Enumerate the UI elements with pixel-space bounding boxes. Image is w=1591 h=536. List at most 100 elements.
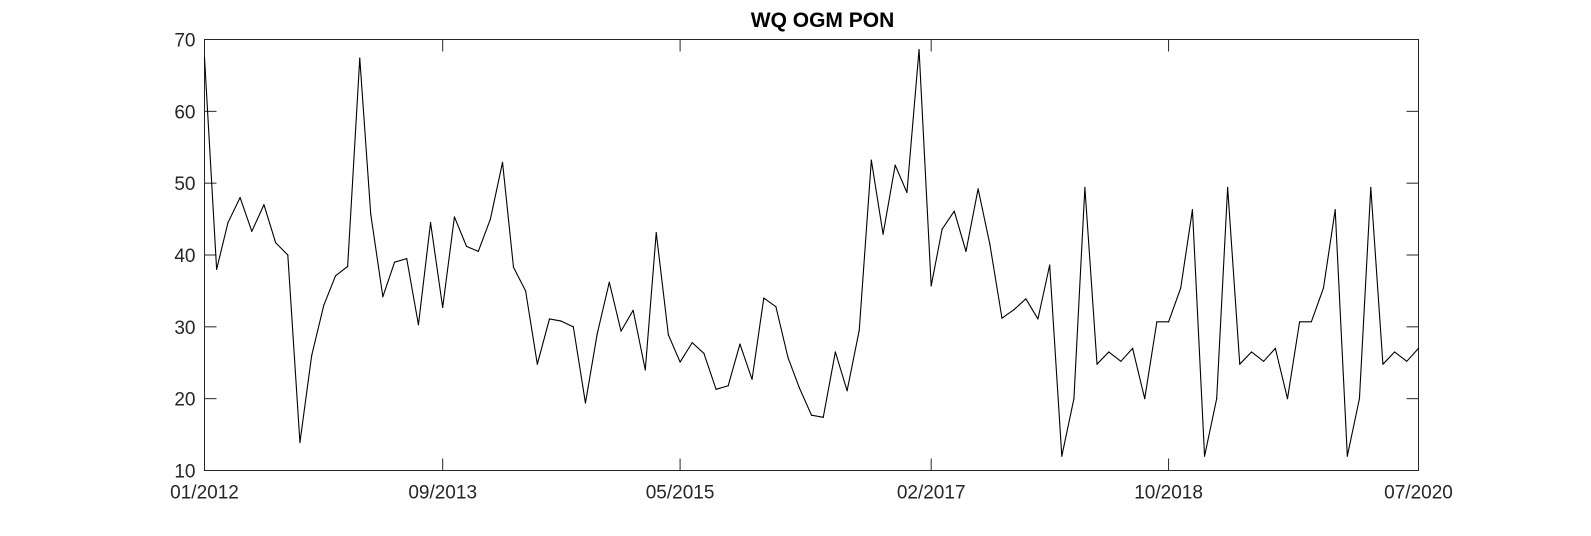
data-point bbox=[239, 196, 241, 199]
data-point bbox=[429, 222, 432, 224]
data-point bbox=[930, 285, 932, 287]
data-point bbox=[477, 250, 479, 253]
data-point bbox=[941, 228, 943, 230]
data-point bbox=[894, 164, 896, 166]
data-point bbox=[1132, 347, 1134, 349]
data-point bbox=[203, 56, 206, 59]
x-tick-label: 10/2018 bbox=[1134, 483, 1203, 504]
series-group bbox=[203, 48, 1420, 457]
data-point bbox=[1382, 363, 1384, 365]
data-point bbox=[834, 351, 836, 353]
data-point bbox=[810, 414, 813, 416]
data-point bbox=[751, 378, 753, 380]
data-point bbox=[1073, 398, 1075, 400]
data-point bbox=[667, 334, 669, 336]
data-point bbox=[323, 304, 325, 306]
data-point bbox=[1286, 398, 1289, 400]
data-point bbox=[572, 326, 574, 328]
data-point bbox=[1001, 317, 1003, 319]
data-point bbox=[287, 254, 289, 256]
data-point bbox=[596, 333, 598, 335]
data-point bbox=[560, 320, 562, 322]
data-point bbox=[536, 363, 538, 365]
x-tick-label: 02/2017 bbox=[897, 483, 966, 504]
data-point bbox=[1250, 351, 1253, 353]
data-point bbox=[763, 297, 765, 299]
data-point bbox=[584, 402, 587, 404]
data-point bbox=[632, 309, 634, 311]
axes: 10 20 30 40 50 60 70 01/2012 09/2013 05/2015 02/20… bbox=[170, 31, 1453, 504]
data-point bbox=[870, 159, 872, 161]
y-tick-label: 50 bbox=[174, 174, 195, 195]
data-point bbox=[715, 388, 717, 390]
data-point bbox=[370, 213, 372, 215]
data-point bbox=[727, 385, 729, 387]
data-point bbox=[1084, 186, 1086, 189]
data-point bbox=[989, 243, 991, 245]
data-point bbox=[1203, 455, 1206, 457]
data-point bbox=[1299, 321, 1301, 323]
data-point bbox=[417, 324, 420, 326]
data-point bbox=[1322, 287, 1325, 289]
data-point bbox=[465, 245, 468, 247]
y-tick-label: 40 bbox=[174, 246, 195, 267]
data-point bbox=[1061, 455, 1063, 457]
data-point bbox=[1394, 351, 1396, 353]
y-tick-label: 60 bbox=[174, 102, 195, 123]
data-point bbox=[525, 290, 527, 292]
data-point bbox=[691, 342, 693, 344]
data-point bbox=[1144, 398, 1146, 400]
data-point bbox=[882, 233, 884, 235]
data-point bbox=[846, 390, 848, 392]
data-point bbox=[1025, 298, 1027, 300]
data-point bbox=[798, 387, 800, 389]
data-point bbox=[620, 330, 622, 332]
data-point bbox=[1274, 347, 1276, 349]
data-point bbox=[227, 222, 229, 224]
y-tick-label: 70 bbox=[174, 31, 195, 52]
data-point bbox=[679, 361, 681, 363]
data-point bbox=[1358, 398, 1361, 400]
y-tick-label: 30 bbox=[174, 318, 195, 339]
data-point bbox=[918, 48, 920, 51]
data-point bbox=[703, 352, 705, 355]
data-point bbox=[608, 281, 610, 283]
plot-frame bbox=[204, 39, 1419, 471]
data-point bbox=[1239, 363, 1241, 365]
data-point bbox=[1310, 321, 1312, 323]
y-tick-label: 10 bbox=[174, 462, 195, 483]
data-point bbox=[1334, 209, 1336, 211]
data-point bbox=[1049, 264, 1051, 266]
data-point bbox=[1013, 308, 1015, 311]
data-point bbox=[548, 318, 551, 320]
data-point bbox=[251, 230, 253, 232]
data-point bbox=[347, 265, 349, 268]
data-point bbox=[359, 57, 361, 59]
x-tick-label: 05/2015 bbox=[646, 483, 715, 504]
data-point bbox=[1096, 363, 1098, 365]
data-point bbox=[216, 268, 218, 270]
y-tick-label: 20 bbox=[174, 390, 195, 411]
data-point bbox=[1180, 287, 1182, 289]
data-point bbox=[512, 266, 515, 268]
data-point bbox=[489, 218, 491, 220]
x-tick-label: 09/2013 bbox=[408, 483, 477, 504]
data-point bbox=[1167, 321, 1170, 323]
data-point bbox=[1406, 360, 1408, 362]
data-point bbox=[953, 210, 955, 212]
x-tick-label: 01/2012 bbox=[170, 483, 239, 504]
data-point bbox=[442, 306, 444, 309]
data-point bbox=[453, 216, 456, 218]
data-point bbox=[1346, 455, 1348, 457]
data-point bbox=[275, 242, 277, 244]
data-point bbox=[501, 161, 504, 163]
data-point bbox=[1417, 347, 1420, 349]
data-point bbox=[382, 296, 384, 298]
data-point bbox=[775, 306, 777, 308]
data-point bbox=[1227, 186, 1229, 189]
data-point bbox=[1120, 360, 1122, 362]
data-point bbox=[311, 354, 313, 357]
data-point bbox=[1370, 186, 1372, 189]
